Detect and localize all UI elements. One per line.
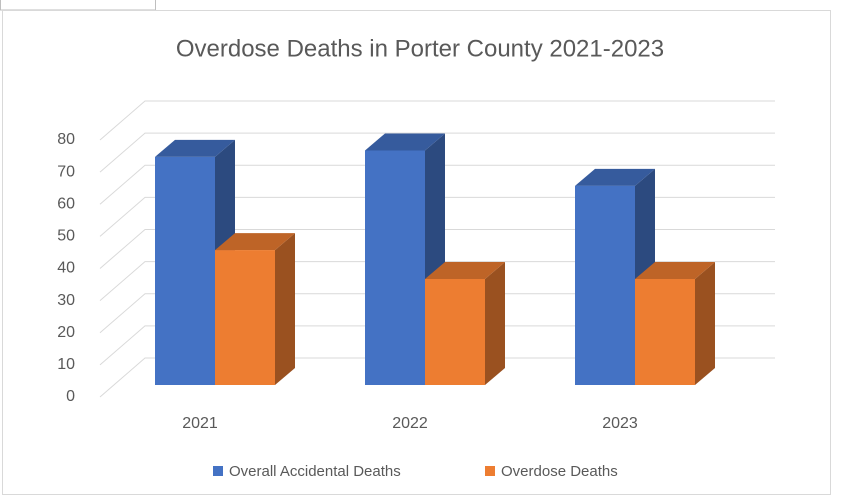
- y-tick-label: 70: [57, 163, 75, 180]
- bar-top: [425, 261, 505, 279]
- bar-top: [575, 168, 655, 186]
- y-tick-label: 20: [57, 324, 75, 341]
- bar-top: [215, 233, 295, 251]
- bar: [425, 278, 485, 385]
- chart-title: Overdose Deaths in Porter County 2021-20…: [176, 35, 664, 62]
- bar-top: [635, 261, 715, 279]
- legend-swatch: [213, 466, 223, 476]
- bar: [155, 156, 215, 385]
- bar-side: [695, 261, 715, 385]
- grid-line: [99, 164, 775, 205]
- grid-line: [99, 100, 775, 141]
- y-tick-label: 30: [57, 292, 75, 309]
- y-tick-label: 40: [57, 260, 75, 277]
- grid-line: [99, 325, 775, 366]
- legend-swatch: [485, 466, 495, 476]
- x-tick-label: 2021: [182, 415, 218, 432]
- y-tick-label: 0: [66, 388, 75, 405]
- bar-side: [485, 261, 505, 385]
- grid-line: [99, 293, 775, 334]
- y-tick-label: 60: [57, 195, 75, 212]
- y-tick-label: 50: [57, 228, 75, 245]
- grid-line: [99, 357, 775, 398]
- y-tick-label: 10: [57, 356, 75, 373]
- y-tick-label: 80: [57, 131, 75, 148]
- bar: [215, 250, 275, 385]
- bar-side: [275, 233, 295, 385]
- bar: [635, 278, 695, 385]
- bar: [365, 150, 425, 385]
- grid-line: [99, 229, 775, 269]
- grid-line: [99, 132, 775, 173]
- sheet-tab: [0, 0, 156, 11]
- legend-label: Overall Accidental Deaths: [229, 463, 401, 480]
- grid-line: [99, 261, 775, 302]
- bar-top: [365, 133, 445, 151]
- x-tick-label: 2023: [602, 415, 638, 432]
- legend-label: Overdose Deaths: [501, 463, 618, 480]
- x-tick-label: 2022: [392, 415, 428, 432]
- grid-line: [99, 196, 775, 237]
- bar-top: [155, 139, 235, 157]
- bar: [575, 185, 635, 385]
